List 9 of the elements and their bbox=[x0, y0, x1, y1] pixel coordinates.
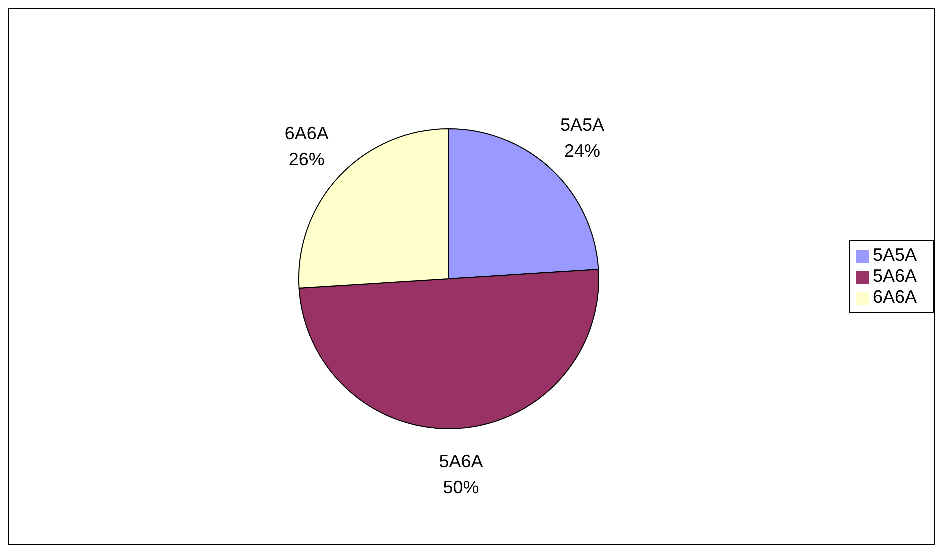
slice-label: 6A6A bbox=[284, 123, 329, 144]
data-label: 24% bbox=[564, 140, 600, 161]
legend-label: 5A6A bbox=[872, 266, 917, 286]
data-label: 50% bbox=[443, 477, 480, 498]
data-label: 26% bbox=[288, 149, 325, 170]
legend-label: 5A5A bbox=[872, 245, 917, 265]
legend-label: 6A6A bbox=[872, 287, 917, 307]
slice-label: 5A6A bbox=[439, 451, 484, 472]
slice-label: 5A5A bbox=[560, 114, 605, 135]
